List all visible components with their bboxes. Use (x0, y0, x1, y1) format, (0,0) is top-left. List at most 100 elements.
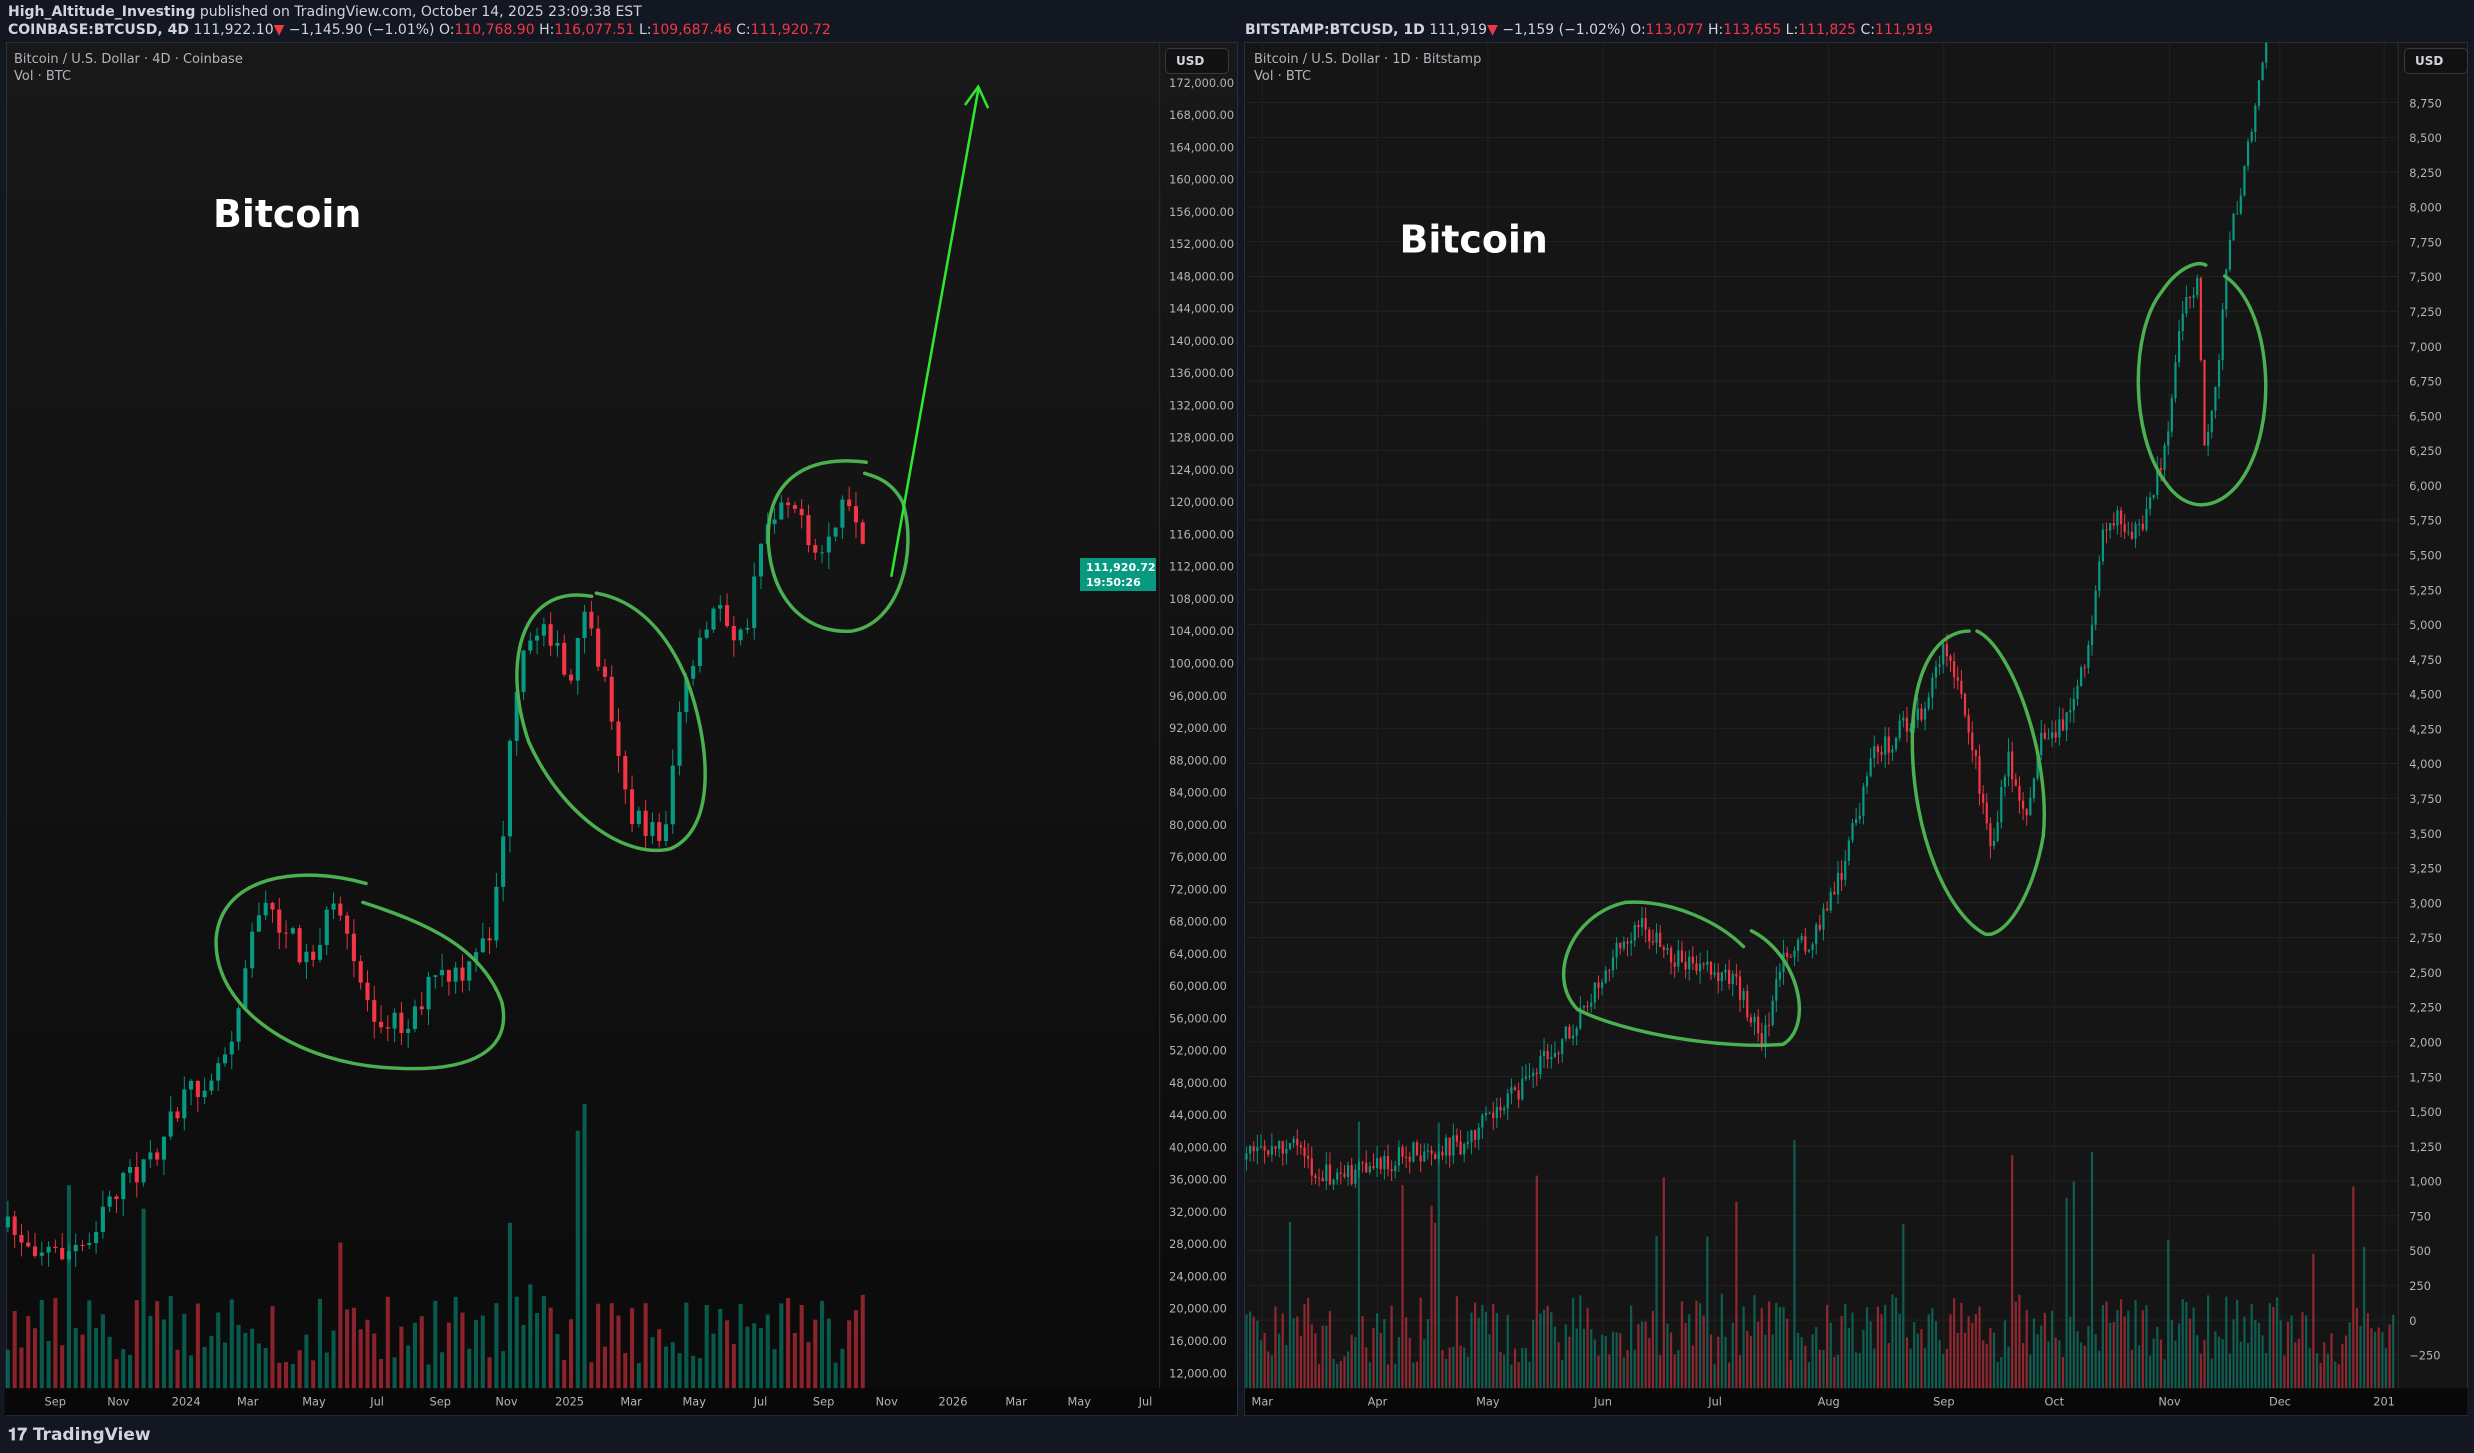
right-volume-bar (1659, 1355, 1662, 1389)
right-volume-bar (1546, 1305, 1549, 1389)
right-time-tick: 201 (2373, 1395, 2395, 1409)
right-candle (2192, 295, 2195, 298)
right-candle (1891, 749, 1894, 753)
right-volume-bar (1800, 1337, 1803, 1389)
right-price-tick: 8,250 (2409, 166, 2441, 180)
right-currency-button[interactable]: USD (2404, 48, 2468, 74)
left-price-tick: 88,000.00 (1169, 753, 1227, 767)
left-candle (806, 515, 811, 546)
right-candle (1669, 947, 1673, 963)
left-volume-bar (127, 1354, 133, 1389)
right-candle (1695, 963, 1698, 971)
right-legend-title[interactable]: Bitcoin / U.S. Dollar · 1D · Bitstamp (1254, 52, 1482, 67)
left-volume-bar (121, 1349, 126, 1389)
right-candle (1728, 969, 1731, 985)
publish-date: published on TradingView.com, October 14… (199, 4, 642, 20)
left-volume-bar (168, 1295, 173, 1389)
right-volume-bar (2225, 1296, 2228, 1389)
right-volume-bar (1619, 1333, 1622, 1389)
right-volume-bar (1974, 1314, 1977, 1389)
left-legend-volume[interactable]: Vol · BTC (14, 69, 72, 84)
left-volume-bar (589, 1362, 594, 1389)
left-time-tick: Jul (1138, 1395, 1153, 1409)
right-volume-bar (2170, 1319, 2173, 1389)
right-price-tick: 3,000 (2409, 896, 2441, 910)
annotation-circle (214, 873, 506, 1071)
left-candle (467, 961, 472, 981)
right-volume-bar (1778, 1306, 1782, 1389)
right-candle (1923, 708, 1927, 720)
left-candle (385, 1027, 390, 1029)
author-name[interactable]: High_Altitude_Investing (8, 4, 196, 20)
tradingview-brand[interactable]: 𝟏𝟕 TradingView (8, 1425, 151, 1445)
left-volume-bar (745, 1326, 750, 1389)
right-volume-bar (2257, 1322, 2261, 1389)
right-candle (1757, 1016, 1760, 1034)
right-volume-bar (1847, 1327, 1850, 1389)
right-volume-bar (1894, 1297, 1898, 1389)
right-volume-bar (1423, 1339, 1426, 1389)
right-candle (2378, 15, 2380, 24)
right-annotation-text: Bitcoin (1400, 217, 1548, 261)
right-candle (2283, 6, 2285, 14)
right-volume-bar (2326, 1353, 2329, 1389)
left-chart-pane[interactable] (6, 42, 1238, 1416)
right-volume-bar (2069, 1316, 2072, 1389)
right-volume-bar (1818, 1349, 1821, 1389)
right-volume-bar (2261, 1335, 2264, 1389)
right-candle (2294, 8, 2296, 13)
right-candle (2061, 719, 2065, 731)
right-volume-bar (1844, 1304, 1847, 1389)
right-price-tick: 6,750 (2409, 375, 2441, 389)
left-candle (738, 629, 743, 641)
right-volume-bar (2119, 1299, 2123, 1389)
left-volume-bar (663, 1346, 669, 1389)
left-legend-title[interactable]: Bitcoin / U.S. Dollar · 4D · Coinbase (14, 52, 243, 67)
right-volume-bar (1339, 1360, 1342, 1389)
right-candle (1321, 1178, 1324, 1182)
right-candle (2214, 386, 2217, 411)
right-volume-bar (1916, 1333, 1919, 1389)
left-candle (555, 642, 560, 646)
right-time-tick: Mar (1252, 1395, 1274, 1409)
left-time-tick: 2026 (939, 1395, 968, 1409)
right-low: 111,825 (1798, 22, 1857, 38)
left-price-tick: 36,000.00 (1169, 1173, 1227, 1187)
right-candle (2011, 751, 2014, 780)
right-candle (1698, 963, 1702, 971)
right-time-axis (1244, 1388, 2468, 1416)
left-candle (290, 928, 295, 934)
left-candle (860, 522, 865, 544)
left-volume-bar (697, 1358, 702, 1389)
right-candle (2287, 14, 2289, 25)
left-time-tick: 2024 (172, 1395, 201, 1409)
right-candle (1865, 776, 1869, 787)
left-candle (338, 903, 343, 916)
right-volume-bar (2334, 1361, 2337, 1389)
left-volume-bar (765, 1314, 770, 1389)
right-volume-bar (1361, 1316, 1364, 1389)
left-volume-bar (507, 1222, 512, 1389)
right-candle (1267, 1150, 1270, 1155)
right-volume-bar (1923, 1347, 1927, 1389)
left-price-tick: 16,000.00 (1169, 1334, 1227, 1348)
right-time-tick: Oct (2044, 1395, 2064, 1409)
left-low: 109,687.46 (651, 22, 732, 38)
left-volume-bar (643, 1303, 648, 1389)
left-volume-bar (616, 1315, 621, 1389)
right-candle (1288, 1143, 1292, 1149)
left-currency-button[interactable]: USD (1165, 48, 1229, 74)
right-volume-bar (2392, 1314, 2395, 1389)
left-volume-bar (548, 1307, 553, 1389)
right-candle (2138, 524, 2141, 525)
right-candle (2112, 523, 2115, 526)
left-candle (222, 1054, 228, 1064)
right-candle (1916, 708, 1919, 720)
right-candle (2320, 17, 2322, 25)
left-candle (650, 822, 655, 836)
right-legend-volume[interactable]: Vol · BTC (1254, 69, 1312, 84)
left-time-axis (4, 1388, 1238, 1416)
right-volume-bar (2381, 1332, 2384, 1389)
right-candle (1539, 1056, 1542, 1075)
